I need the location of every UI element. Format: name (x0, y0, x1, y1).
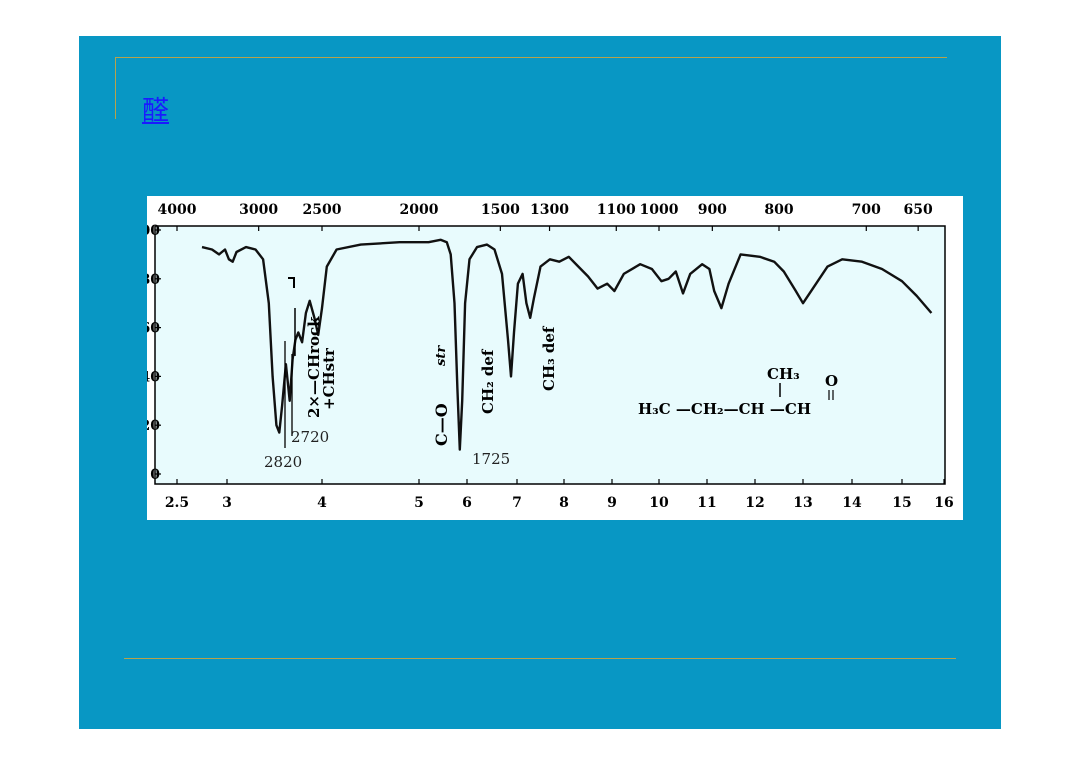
top-tick-label: 650 (904, 202, 933, 218)
top-tick-label: 1100 (597, 202, 636, 218)
peak-2720-label: 2720 (291, 428, 329, 446)
structure-o: O (825, 372, 838, 390)
top-tick-label: 800 (764, 202, 793, 218)
y-tick-label: 40 (147, 369, 160, 385)
bottom-divider (124, 658, 956, 659)
slide-title[interactable]: 醛 (142, 96, 169, 127)
ch-str-label: +CHstr (320, 347, 338, 410)
ch-rock-label: 2×—CHrock (305, 316, 323, 418)
peak-1725-label: 1725 (472, 450, 510, 468)
bottom-tick-label: 9 (607, 495, 617, 511)
plot-area (154, 225, 946, 485)
bottom-tick-label: 12 (745, 495, 764, 511)
structure-formula: CH₃ O H₃C —CH₂—CH —CH (638, 365, 838, 418)
bottom-tick-label: 4 (317, 495, 327, 511)
bottom-tick-label: 10 (649, 495, 669, 511)
bottom-tick-label: 11 (697, 495, 716, 511)
ch2-def-label: CH₂ def (479, 348, 497, 414)
top-tick-label: 1300 (530, 202, 569, 218)
spectrum-line (201, 238, 933, 451)
co-str-annotation: C—O str 1725 (432, 345, 510, 468)
y-tick-label: 100 (147, 223, 160, 239)
bottom-tick-label: 3 (222, 495, 232, 511)
structure-main: H₃C —CH₂—CH —CH (638, 400, 811, 418)
bottom-tick-label: 14 (842, 495, 862, 511)
top-tick-label: 4000 (158, 202, 197, 218)
ch-rock-annotation: 2×—CHrock +CHstr 2720 2820 (264, 277, 338, 471)
bottom-tick-label: 2.5 (165, 495, 189, 511)
left-divider (115, 57, 116, 119)
co-str-label: str (434, 345, 449, 366)
peak-2820-label: 2820 (264, 453, 302, 471)
top-axis: 4000 3000 2500 2000 1500 1300 1100 1000 900 800 70… (158, 202, 933, 231)
ir-spectrum-panel: 4000 3000 2500 2000 1500 1300 1100 1000 900 800 70… (147, 196, 963, 520)
bottom-tick-label: 16 (934, 495, 953, 511)
bottom-tick-label: 6 (462, 495, 472, 511)
bracket-mark (288, 277, 295, 288)
top-tick-label: 900 (698, 202, 727, 218)
structure-ch3: CH₃ (767, 365, 800, 383)
bottom-tick-label: 7 (512, 495, 522, 511)
co-label: C—O (432, 403, 451, 446)
top-divider (115, 57, 947, 58)
top-tick-label: 700 (852, 202, 881, 218)
ir-spectrum-chart: 4000 3000 2500 2000 1500 1300 1100 1000 900 800 70… (147, 202, 954, 511)
bottom-tick-label: 8 (559, 495, 569, 511)
top-tick-label: 2000 (400, 202, 439, 218)
top-tick-label: 1500 (481, 202, 520, 218)
y-axis: 0 20 40 60 80 100 (147, 223, 161, 483)
ch3-def-label: CH₃ def (540, 325, 558, 391)
y-tick-label: 20 (147, 418, 160, 434)
y-tick-label: 80 (147, 272, 160, 288)
top-tick-label: 1000 (640, 202, 679, 218)
bottom-axis: 2.5 3 4 5 6 7 8 9 10 11 12 13 14 15 16 (165, 479, 954, 511)
y-tick-label: 0 (150, 467, 160, 483)
bottom-tick-label: 5 (414, 495, 424, 511)
top-tick-label: 3000 (239, 202, 278, 218)
bottom-tick-label: 15 (892, 495, 911, 511)
top-tick-label: 2500 (303, 202, 342, 218)
bottom-tick-label: 13 (793, 495, 812, 511)
y-tick-label: 60 (147, 321, 160, 337)
